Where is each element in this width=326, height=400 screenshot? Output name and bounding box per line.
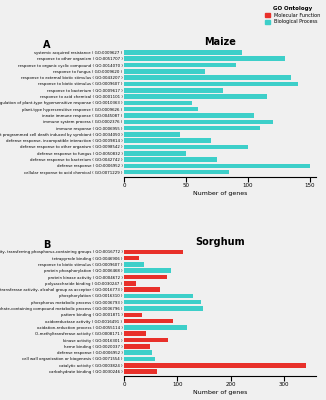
Bar (124, 138, 211, 143)
Bar (124, 63, 236, 67)
Bar (124, 170, 230, 174)
Bar (124, 338, 168, 342)
Bar (124, 56, 285, 61)
Bar (124, 50, 242, 55)
Bar (124, 164, 310, 168)
Bar (124, 268, 171, 273)
Bar (124, 256, 139, 260)
Bar (124, 82, 298, 86)
Bar (124, 275, 167, 279)
Text: B: B (43, 240, 51, 250)
Bar (124, 306, 203, 311)
Bar (124, 94, 267, 99)
X-axis label: Number of genes: Number of genes (193, 191, 247, 196)
Bar (124, 312, 141, 317)
Bar (124, 250, 183, 254)
Bar (124, 344, 150, 349)
Bar (124, 107, 198, 112)
Bar (124, 363, 305, 368)
Bar (124, 113, 254, 118)
Bar (124, 75, 291, 80)
Bar (124, 350, 152, 355)
Bar (124, 287, 160, 292)
X-axis label: Number of genes: Number of genes (193, 390, 247, 395)
Bar (124, 88, 223, 92)
Bar (124, 369, 157, 374)
Bar (124, 281, 136, 286)
Bar (124, 157, 217, 162)
Bar (124, 145, 248, 149)
Bar (124, 100, 192, 105)
Bar (124, 262, 144, 267)
Bar (124, 126, 260, 130)
Bar (124, 132, 180, 137)
Bar (124, 357, 155, 361)
Bar (124, 294, 193, 298)
Bar (124, 300, 201, 304)
Bar (124, 319, 173, 324)
Bar (124, 151, 186, 156)
Bar (124, 325, 187, 330)
Bar (124, 120, 273, 124)
Title: Maize: Maize (204, 37, 236, 47)
Bar (124, 332, 146, 336)
Legend: Molecular Function, Biological Process: Molecular Function, Biological Process (265, 6, 320, 24)
Title: Sorghum: Sorghum (195, 236, 245, 246)
Bar (124, 69, 204, 74)
Text: A: A (43, 40, 51, 50)
